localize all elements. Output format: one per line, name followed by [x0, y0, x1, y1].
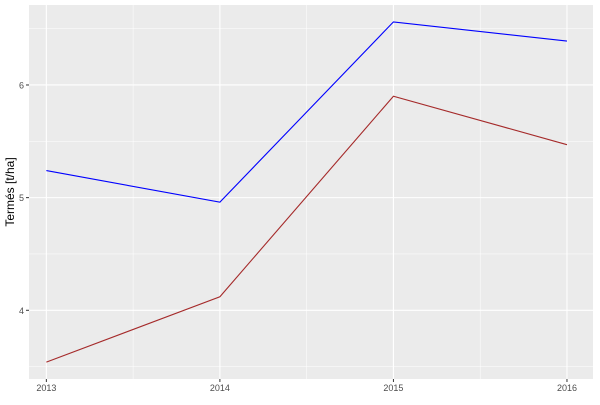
series-line-1 [46, 21, 568, 203]
y-tick-label: 5 [19, 193, 24, 203]
y-tick-label: 4 [19, 306, 24, 316]
x-tick-label: 2014 [210, 383, 230, 393]
y-axis-label: Termés [t/ha] [3, 157, 17, 226]
x-tick-label: 2016 [557, 383, 577, 393]
y-tick-label: 6 [19, 80, 24, 90]
x-tick-label: 2013 [36, 383, 56, 393]
series-line-2 [46, 95, 568, 363]
x-tick-label: 2015 [383, 383, 403, 393]
